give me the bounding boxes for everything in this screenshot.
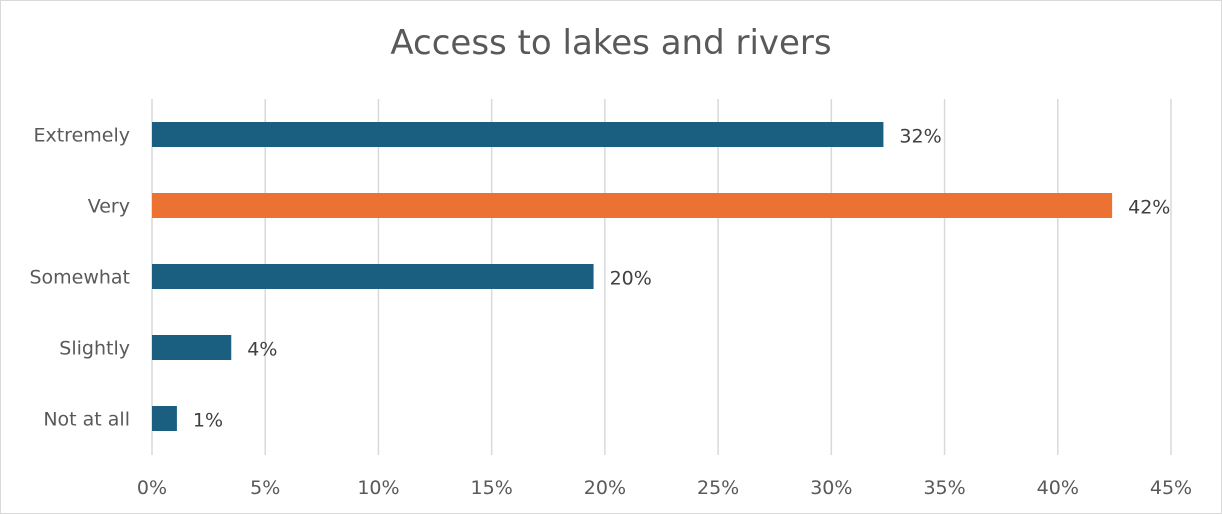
x-tick-label: 35% [923,477,965,499]
data-label: 1% [193,410,223,432]
x-tick-label: 30% [810,477,852,499]
x-tick-label: 10% [357,477,399,499]
x-tick-label: 0% [137,477,167,499]
x-tick-label: 25% [697,477,739,499]
category-label: Not at all [43,409,130,431]
category-label: Very [88,196,130,218]
data-label: 4% [247,339,277,361]
data-label: 32% [899,126,941,148]
x-tick-label: 15% [471,477,513,499]
bar [152,335,232,360]
bar [152,264,594,289]
data-label: 42% [1128,197,1170,219]
x-tick-label: 5% [250,477,280,499]
bar [152,406,177,431]
x-tick-label: 40% [1037,477,1079,499]
category-label: Somewhat [29,267,130,289]
chart-title: Access to lakes and rivers [390,23,832,63]
data-label: 20% [610,268,652,290]
category-label: Slightly [59,338,130,360]
bar [152,193,1113,218]
bar [152,122,884,147]
category-label: Extremely [33,125,130,147]
x-tick-label: 45% [1150,477,1192,499]
x-tick-label: 20% [584,477,626,499]
